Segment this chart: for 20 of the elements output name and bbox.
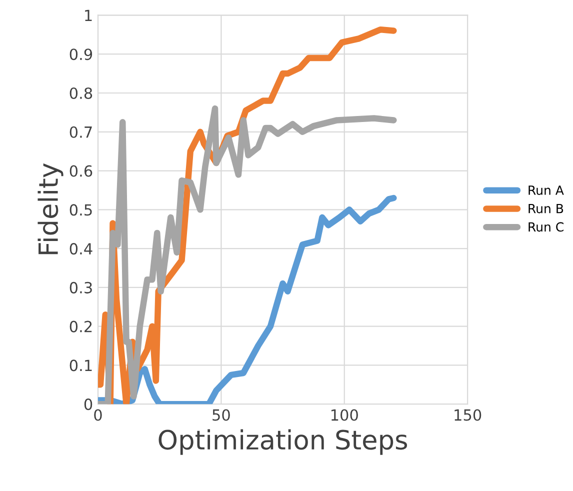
y-tick-label: 0.2 xyxy=(70,320,92,332)
y-tick-label: 0.9 xyxy=(70,48,92,60)
legend-label: Run A xyxy=(528,186,564,195)
y-tick-label: 0.8 xyxy=(70,87,92,100)
legend-label: Run B xyxy=(528,204,564,214)
y-tick-label: 0.1 xyxy=(70,360,92,372)
y-tick-label: 1 xyxy=(85,10,92,22)
y-tick-label: 0 xyxy=(84,398,92,410)
y-tick-label: 0.4 xyxy=(70,243,92,255)
x-tick-label: 100 xyxy=(331,409,358,421)
x-tick-label: 0 xyxy=(94,409,102,421)
x-axis-title: Optimization Steps xyxy=(158,429,408,455)
y-axis-title: Fidelity xyxy=(38,163,64,254)
y-tick-label: 0.6 xyxy=(70,165,92,177)
legend-label: Run C xyxy=(528,222,564,232)
x-tick-label: 150 xyxy=(454,409,482,421)
x-tick-label: 50 xyxy=(212,409,230,421)
y-tick-label: 0.5 xyxy=(70,204,92,216)
y-tick-label: 0.3 xyxy=(70,282,92,294)
y-tick-label: 0.7 xyxy=(70,126,92,138)
